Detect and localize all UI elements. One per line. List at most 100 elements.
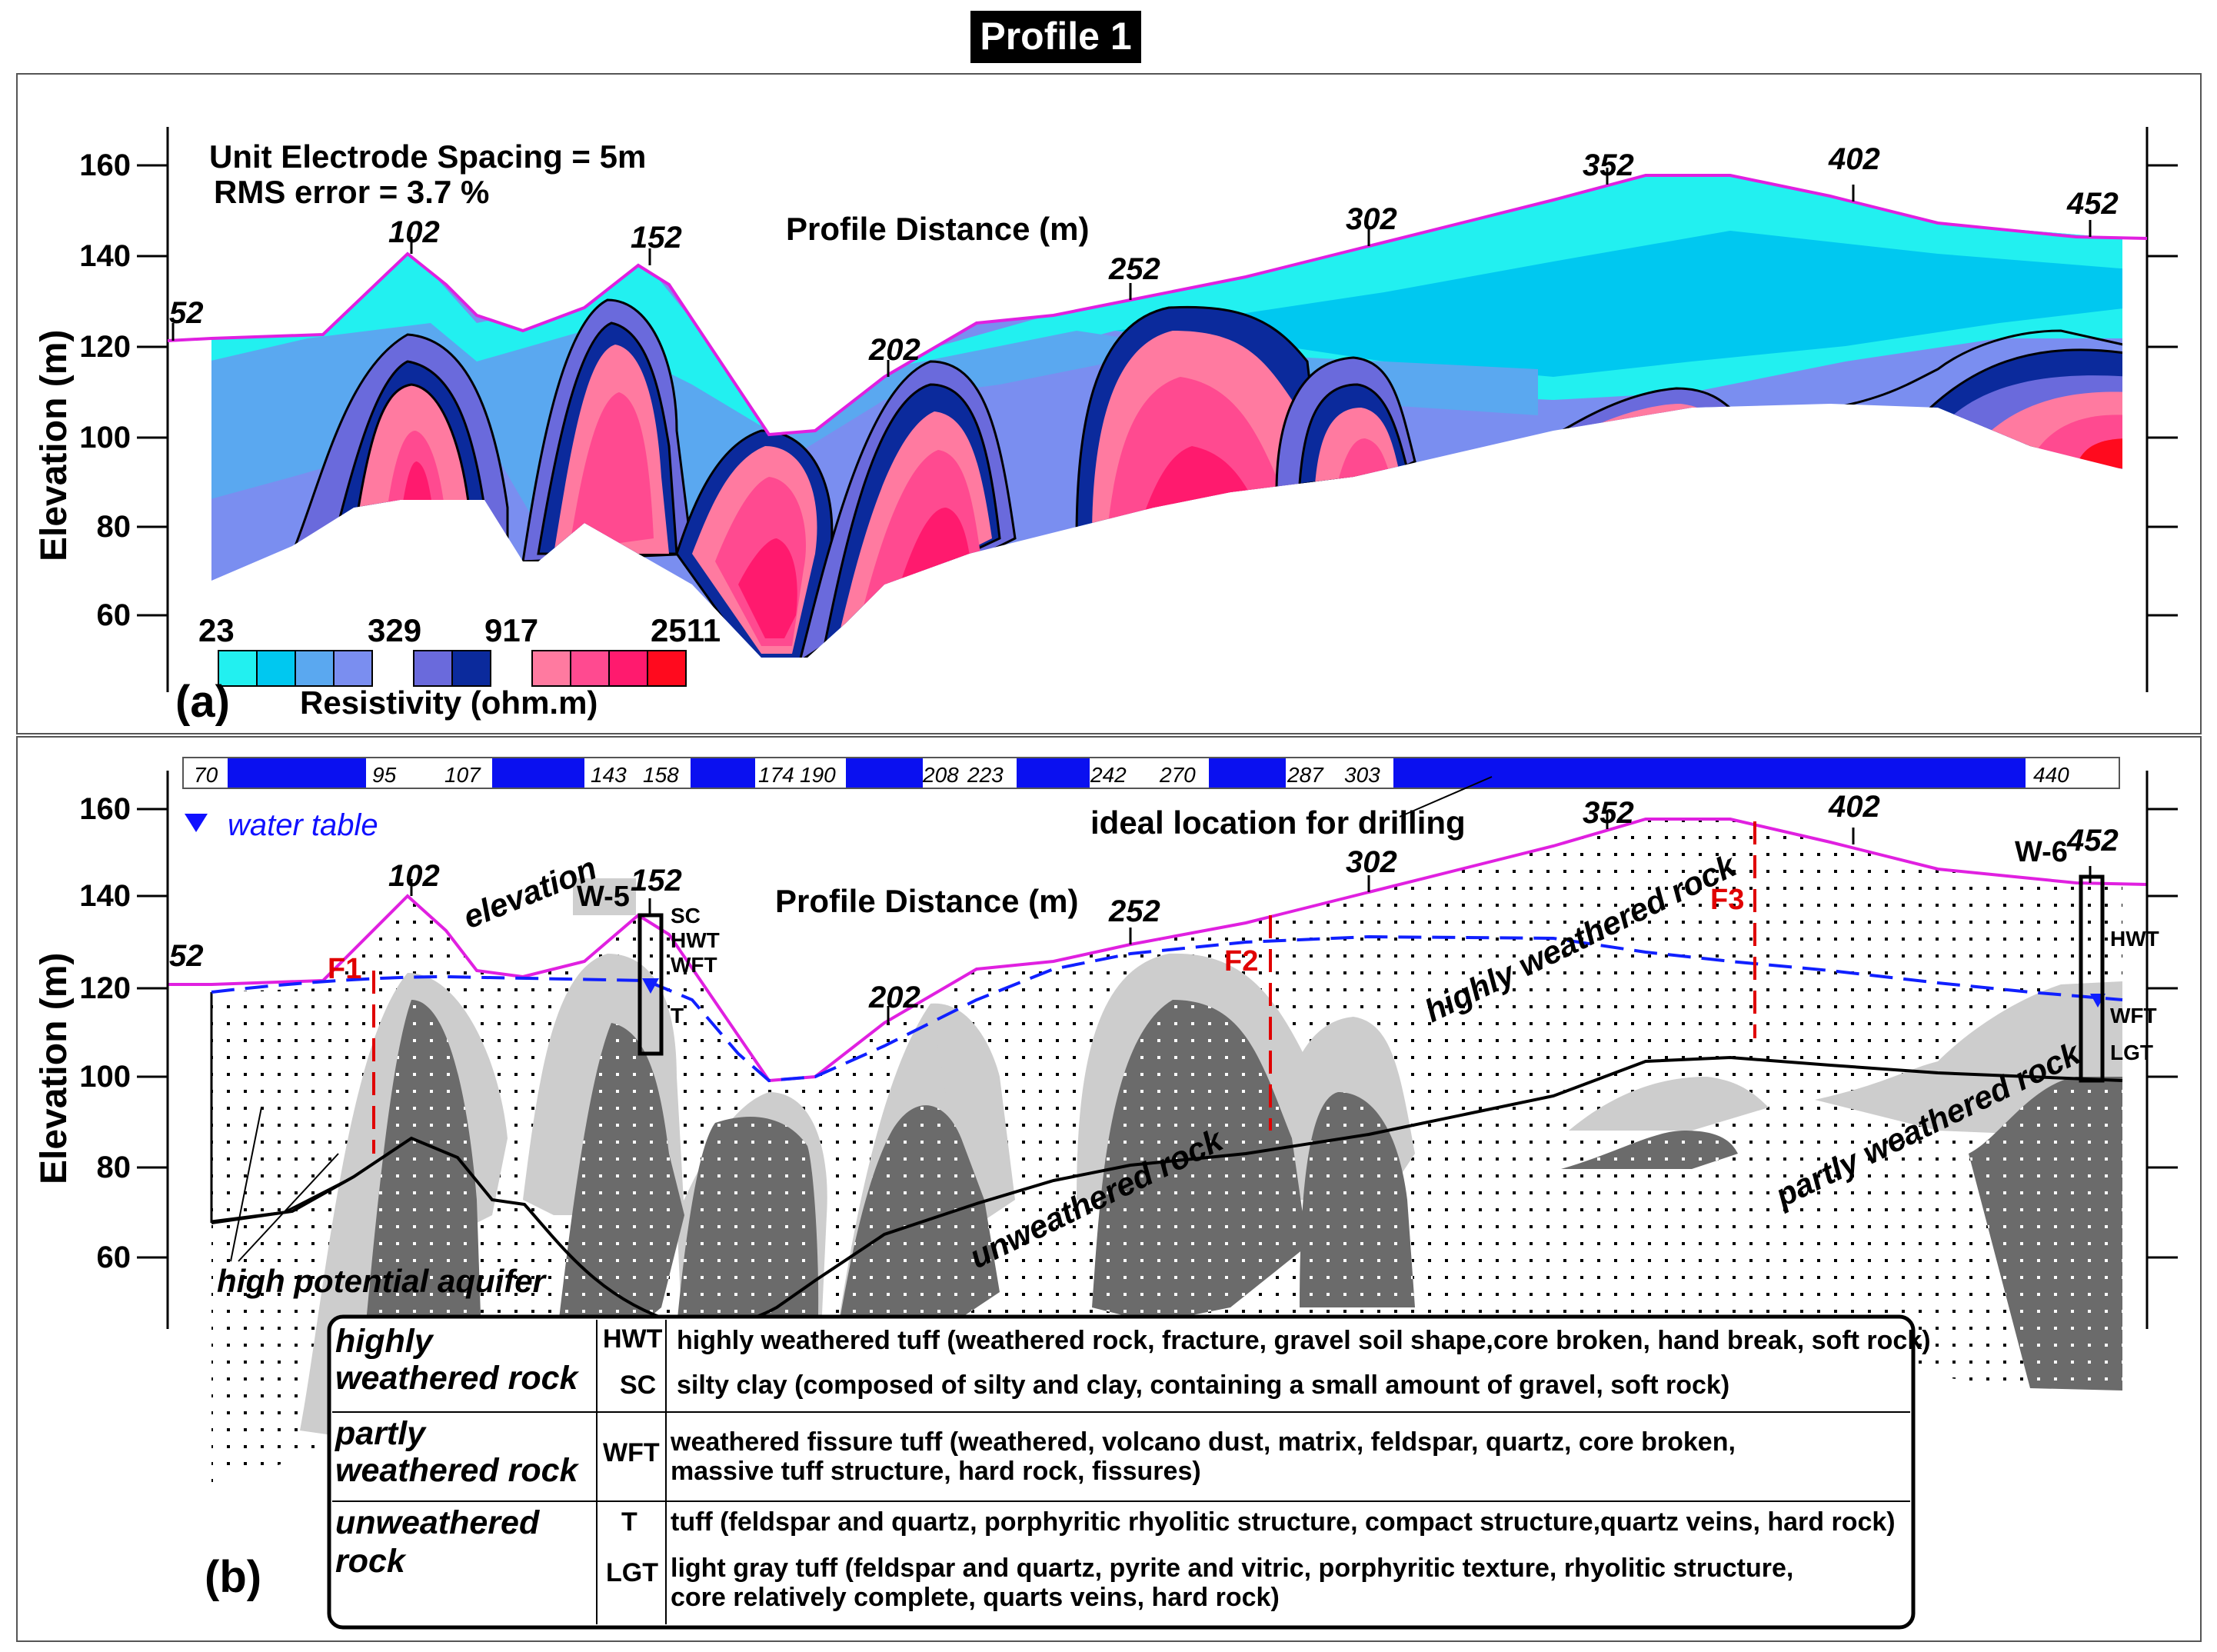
- panel-b: F1 F2 F3 W-5 SC HWT WFT T W-6 HWT WFT LG…: [16, 736, 2202, 1642]
- panel-b-right-ticks: [2147, 808, 2178, 1259]
- figure-title: Profile 1: [980, 15, 1131, 58]
- legend-group2-line2: weathered rock: [335, 1452, 580, 1489]
- resistivity-section: [211, 175, 2122, 658]
- w5-layer-hwt: HWT: [671, 928, 720, 952]
- drilling-note-leader: [1399, 776, 1493, 818]
- drill-label-70: 70: [194, 763, 218, 787]
- unweathered-rock-zones: [354, 1000, 2122, 1623]
- drill-label-242: 242: [1090, 763, 1127, 787]
- b-x-title: Profile Distance (m): [775, 883, 1078, 919]
- drill-label-303: 303: [1344, 763, 1380, 787]
- b-distance-marks: 52 102 152 202 252 302 352 402 452: [169, 790, 2119, 1023]
- well-w5-label-bg: [573, 878, 636, 915]
- drill-label-95: 95: [372, 763, 397, 787]
- legend-text-sc: silty clay (composed of silty and clay, …: [677, 1371, 1729, 1400]
- w6-layer-hwt: HWT: [2110, 927, 2159, 951]
- panel-a-y-ticks: 160 140 120 100 80 60: [79, 148, 168, 632]
- colorbar-swatches: [218, 650, 687, 687]
- fault-f2-label: F2: [1224, 945, 1258, 978]
- b-dist-252: 252: [1108, 894, 1160, 928]
- a-dist-302: 302: [1346, 202, 1397, 236]
- aquifer-leader-1: [230, 1107, 262, 1262]
- fault-f3-label: F3: [1710, 884, 1744, 916]
- drill-label-287: 287: [1287, 763, 1324, 787]
- panel-a: 160 140 120 100 80 60 Elevation (m): [16, 73, 2202, 734]
- drill-label-440: 440: [2033, 763, 2069, 787]
- colorbar: 23 329 917 2511 Resistivity (ohm.m): [198, 612, 721, 721]
- water-table-legend-label: water table: [228, 808, 378, 842]
- water-table-legend-icon: [185, 814, 208, 832]
- well-w5-name: W-5: [577, 881, 630, 913]
- b-dist-102: 102: [388, 859, 440, 893]
- legend-text-wft-1: weathered fissure tuff (weathered, volca…: [670, 1427, 1736, 1457]
- a-info-spacing: Unit Electrode Spacing = 5m: [209, 138, 646, 175]
- b-dist-452: 452: [2066, 824, 2119, 858]
- b-dist-52: 52: [169, 939, 204, 973]
- colorbar-swatch: [218, 650, 258, 687]
- b-dist-152: 152: [631, 864, 682, 898]
- a-dist-52: 52: [169, 296, 204, 330]
- b-y-title: Elevation (m): [34, 953, 75, 1184]
- drill-label-270: 270: [1159, 763, 1196, 787]
- a-topography-line: [167, 174, 2148, 437]
- a-info-rms: RMS error = 3.7 %: [214, 174, 489, 210]
- drill-label-190: 190: [800, 763, 836, 787]
- a-distance-marks: 52 102 152 202 252 302 352 402 452: [169, 142, 2119, 377]
- colorbar-title: Resistivity (ohm.m): [300, 684, 598, 721]
- legend-code-t: T: [621, 1507, 637, 1537]
- a-dist-402: 402: [1828, 142, 1880, 176]
- legend-text-t: tuff (feldspar and quartz, porphyritic r…: [671, 1507, 1896, 1537]
- colorbar-swatch: [647, 650, 687, 687]
- w5-layer-wft: WFT: [671, 953, 717, 977]
- annot-aquifer: high potential aquifer: [217, 1263, 548, 1299]
- drill-label-174: 174: [758, 763, 794, 787]
- a-dist-352: 352: [1583, 148, 1634, 182]
- w6-layer-wft: WFT: [2110, 1004, 2157, 1028]
- panel-b-y-ticks: 160 140 120 100 80 60: [79, 792, 168, 1274]
- b-dist-202: 202: [868, 981, 920, 1014]
- legend-text-hwt: highly weathered tuff (weathered rock, f…: [677, 1326, 1931, 1355]
- colorbar-label-23: 23: [198, 612, 235, 648]
- drilling-segments: [228, 758, 2026, 788]
- a-y-title: Elevation (m): [34, 330, 75, 561]
- b-ytick-60: 60: [97, 1241, 131, 1274]
- well-w6: [2079, 874, 2105, 1083]
- b-ytick-140: 140: [79, 879, 131, 913]
- colorbar-swatch: [295, 650, 335, 687]
- drill-label-107: 107: [444, 763, 481, 787]
- drill-label-143: 143: [591, 763, 627, 787]
- a-ytick-60: 60: [97, 598, 131, 632]
- colorbar-swatch: [608, 650, 648, 687]
- a-ytick-140: 140: [79, 239, 131, 273]
- legend-code-sc: SC: [620, 1371, 656, 1400]
- legend-group2-line1: partly: [335, 1415, 427, 1452]
- panel-a-frame: [16, 73, 2202, 734]
- b-topography-line: [168, 818, 2148, 1083]
- w5-layer-t: T: [671, 1004, 684, 1028]
- w5-layer-sc: SC: [671, 904, 701, 928]
- a-x-title: Profile Distance (m): [786, 211, 1089, 247]
- colorbar-swatch: [256, 650, 296, 687]
- panel-b-letter: (b): [205, 1552, 261, 1602]
- legend-group3-line2: rock: [335, 1543, 407, 1580]
- a-ytick-80: 80: [97, 510, 131, 544]
- b-ytick-100: 100: [79, 1060, 131, 1094]
- a-dist-102: 102: [388, 215, 440, 249]
- legend-group3-line1: unweathered: [335, 1504, 540, 1541]
- b-ytick-160: 160: [79, 792, 131, 826]
- b-dist-402: 402: [1828, 790, 1880, 824]
- drill-label-223: 223: [967, 763, 1004, 787]
- legend-code-hwt: HWT: [603, 1324, 663, 1354]
- b-dist-352: 352: [1583, 796, 1634, 830]
- b-ytick-120: 120: [79, 971, 131, 1005]
- a-dist-452: 452: [2066, 187, 2119, 221]
- drill-label-158: 158: [643, 763, 679, 787]
- legend-code-wft: WFT: [603, 1438, 660, 1467]
- legend-text-lgt-2: core relatively complete, quarts veins, …: [671, 1583, 1280, 1612]
- panel-a-letter: (a): [175, 677, 230, 727]
- panel-a-right-ticks: [2147, 164, 2178, 617]
- legend-group1-line1: highly: [335, 1323, 434, 1360]
- a-ytick-100: 100: [79, 421, 131, 455]
- colorbar-swatch: [451, 650, 491, 687]
- legend-frame: [327, 1314, 1916, 1630]
